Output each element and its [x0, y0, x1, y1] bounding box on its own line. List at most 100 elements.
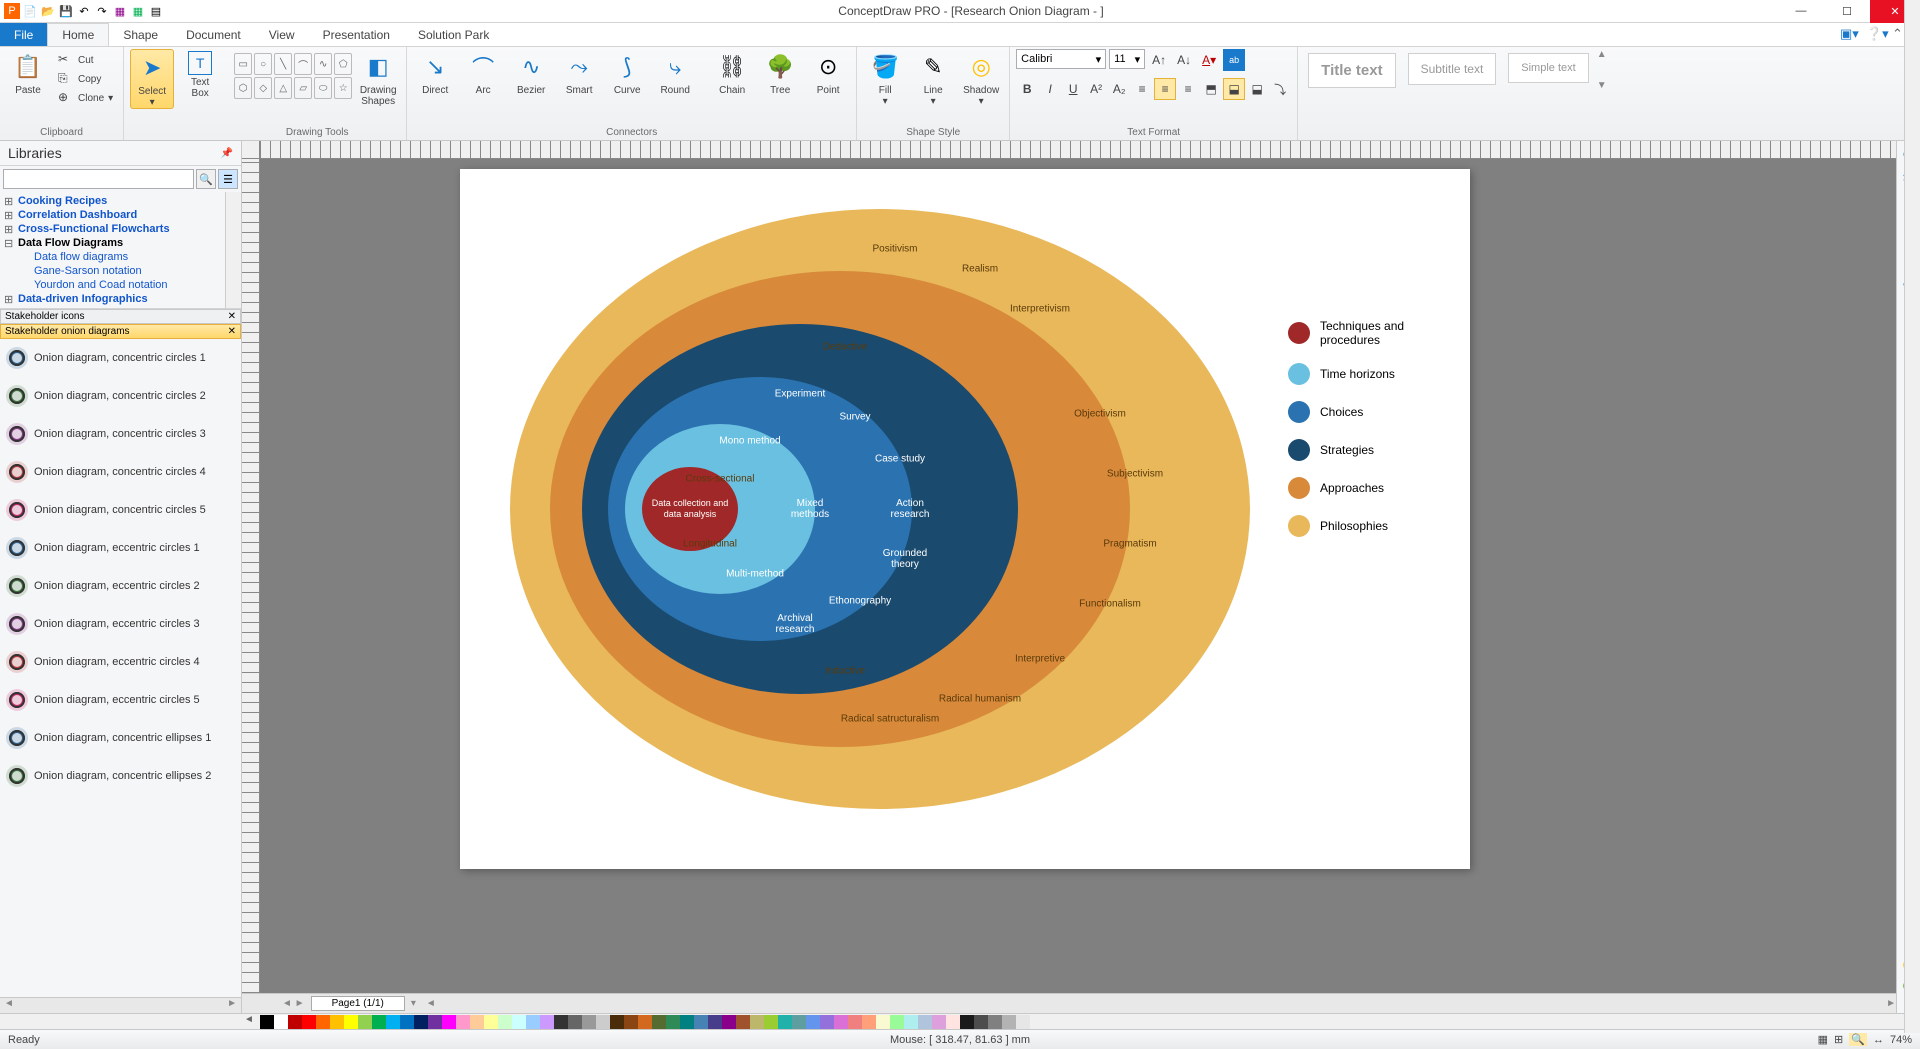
stencil-item[interactable]: Onion diagram, eccentric circles 4 — [0, 643, 241, 681]
chain-button[interactable]: ⛓Chain — [710, 49, 754, 96]
panel-hscroll[interactable]: ◄► — [0, 997, 241, 1013]
grow-font-button[interactable]: A↑ — [1148, 49, 1170, 71]
maximize-button[interactable]: ☐ — [1824, 0, 1870, 23]
tree-item[interactable]: Correlation Dashboard — [0, 208, 241, 222]
color-swatch[interactable] — [470, 1015, 484, 1029]
color-swatch[interactable] — [582, 1015, 596, 1029]
pin-icon[interactable]: 📌 — [221, 148, 233, 159]
library-tree[interactable]: Cooking Recipes Correlation Dashboard Cr… — [0, 192, 241, 309]
stencil-tab[interactable]: Stakeholder icons✕ — [0, 309, 241, 324]
simple-text-button[interactable]: Simple text — [1508, 53, 1588, 83]
color-swatch[interactable] — [428, 1015, 442, 1029]
color-swatch[interactable] — [708, 1015, 722, 1029]
qat-icon[interactable]: 💾 — [58, 3, 74, 19]
connector-button[interactable]: ⤷Round — [653, 49, 697, 96]
cut-button[interactable]: ✂Cut — [54, 51, 117, 69]
fill-button[interactable]: 🪣Fill▾ — [863, 49, 907, 107]
color-swatch[interactable] — [596, 1015, 610, 1029]
color-swatch[interactable] — [372, 1015, 386, 1029]
stencil-item[interactable]: Onion diagram, eccentric circles 5 — [0, 681, 241, 719]
color-swatch[interactable] — [358, 1015, 372, 1029]
color-swatch[interactable] — [260, 1015, 274, 1029]
color-swatch[interactable] — [484, 1015, 498, 1029]
qat-icon[interactable]: ▤ — [148, 3, 164, 19]
tree-item[interactable]: Data-driven Infographics — [0, 292, 241, 306]
page-scroll-left[interactable]: ◄ — [426, 998, 436, 1009]
connector-button[interactable]: ↘Direct — [413, 49, 457, 96]
tab-shape[interactable]: Shape — [109, 23, 172, 46]
tree-item[interactable]: Cooking Recipes — [0, 194, 241, 208]
page-scroll-right[interactable]: ► — [1886, 998, 1896, 1009]
color-swatch[interactable] — [764, 1015, 778, 1029]
color-swatch[interactable] — [876, 1015, 890, 1029]
shape-curve-icon[interactable]: ∿ — [314, 53, 332, 75]
color-swatch[interactable] — [750, 1015, 764, 1029]
tree-subitem[interactable]: Yourdon and Coad notation — [0, 278, 241, 292]
title-text-button[interactable]: Title text — [1308, 53, 1395, 88]
color-swatch[interactable] — [862, 1015, 876, 1029]
shrink-font-button[interactable]: A↓ — [1173, 49, 1195, 71]
paste-button[interactable]: 📋 Paste — [6, 49, 50, 96]
connector-button[interactable]: ∿Bezier — [509, 49, 553, 96]
color-swatch[interactable] — [960, 1015, 974, 1029]
view-toggle-button[interactable]: ☰ — [218, 169, 238, 189]
font-size-select[interactable]: 11▾ — [1109, 49, 1145, 69]
help-icon[interactable]: ❔▾ — [1866, 26, 1884, 44]
tree-button[interactable]: 🌳Tree — [758, 49, 802, 96]
underline-button[interactable]: U — [1062, 78, 1084, 100]
stencil-item[interactable]: Onion diagram, concentric circles 4 — [0, 453, 241, 491]
shape-icon[interactable]: ☆ — [334, 77, 352, 99]
page[interactable]: Data collection and data analysisCross-s… — [460, 169, 1470, 869]
connector-button[interactable]: ⟆Curve — [605, 49, 649, 96]
valign-middle-button[interactable]: ⬓ — [1223, 78, 1245, 100]
color-swatch[interactable] — [330, 1015, 344, 1029]
align-left-button[interactable]: ≡ — [1131, 78, 1153, 100]
page-tab[interactable]: Page1 (1/1) — [311, 996, 405, 1011]
color-swatch[interactable] — [1016, 1015, 1030, 1029]
align-right-button[interactable]: ≡ — [1177, 78, 1199, 100]
color-swatch[interactable] — [722, 1015, 736, 1029]
tree-subitem[interactable]: Data flow diagrams — [0, 250, 241, 264]
stencil-tab-active[interactable]: Stakeholder onion diagrams✕ — [0, 324, 241, 339]
connector-button[interactable]: ⌒Arc — [461, 49, 505, 96]
connector-button[interactable]: ⤳Smart — [557, 49, 601, 96]
subtitle-text-button[interactable]: Subtitle text — [1408, 53, 1497, 85]
shape-icon[interactable]: ⬡ — [234, 77, 252, 99]
qat-icon[interactable]: ▦ — [130, 3, 146, 19]
stencil-item[interactable]: Onion diagram, eccentric circles 1 — [0, 529, 241, 567]
highlight-button[interactable]: ab — [1223, 49, 1245, 71]
shadow-button[interactable]: ◎Shadow▾ — [959, 49, 1003, 107]
onion-diagram[interactable]: Data collection and data analysisCross-s… — [510, 189, 1260, 829]
color-swatch[interactable] — [456, 1015, 470, 1029]
italic-button[interactable]: I — [1039, 78, 1061, 100]
color-swatch[interactable] — [344, 1015, 358, 1029]
color-swatch[interactable] — [316, 1015, 330, 1029]
shape-icon[interactable]: △ — [274, 77, 292, 99]
valign-top-button[interactable]: ⬒ — [1200, 78, 1222, 100]
shape-icon[interactable]: ▱ — [294, 77, 312, 99]
color-swatch[interactable] — [792, 1015, 806, 1029]
subscript-button[interactable]: A₂ — [1108, 78, 1130, 100]
qat-icon[interactable]: ↷ — [94, 3, 110, 19]
color-swatch[interactable] — [414, 1015, 428, 1029]
color-swatch[interactable] — [834, 1015, 848, 1029]
palette-prev-icon[interactable]: ◄ — [244, 1014, 254, 1025]
copy-button[interactable]: ⎘Copy — [54, 70, 117, 88]
bold-button[interactable]: B — [1016, 78, 1038, 100]
color-swatch[interactable] — [540, 1015, 554, 1029]
color-swatch[interactable] — [610, 1015, 624, 1029]
qat-icon[interactable]: 📄 — [22, 3, 38, 19]
tree-item[interactable]: Cross-Functional Flowcharts — [0, 222, 241, 236]
status-icon[interactable]: 🔍 — [1849, 1033, 1867, 1046]
tab-home[interactable]: Home — [47, 23, 109, 46]
align-center-button[interactable]: ≡ — [1154, 78, 1176, 100]
text-direction-button[interactable]: ⤵ — [1269, 78, 1291, 100]
color-swatch[interactable] — [386, 1015, 400, 1029]
zoom-level[interactable]: 74% — [1890, 1034, 1912, 1046]
font-family-select[interactable]: Calibri▾ — [1016, 49, 1106, 69]
color-swatch[interactable] — [932, 1015, 946, 1029]
canvas-scroll[interactable]: Data collection and data analysisCross-s… — [260, 159, 1896, 993]
status-icon[interactable]: ▦ — [1818, 1033, 1828, 1046]
tree-subitem[interactable]: Gane-Sarson notation — [0, 264, 241, 278]
line-button[interactable]: ✎Line▾ — [911, 49, 955, 107]
